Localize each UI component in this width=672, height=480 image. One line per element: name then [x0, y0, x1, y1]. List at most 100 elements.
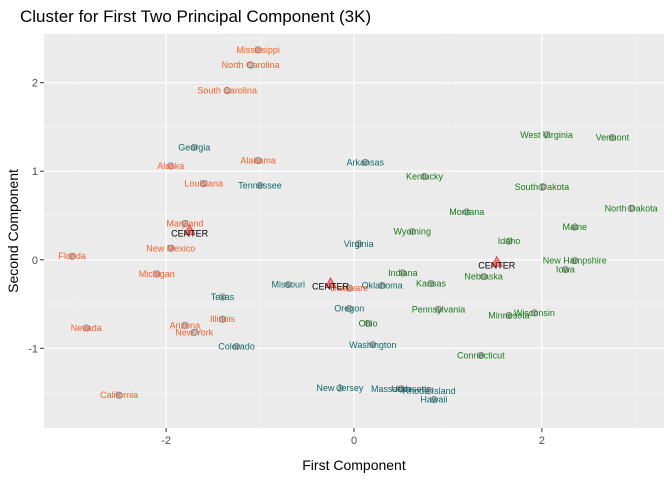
data-point [233, 343, 241, 351]
point-label: Oregon [334, 303, 364, 313]
data-point [256, 181, 264, 189]
y-tick-label: -1 [28, 343, 38, 355]
data-point [378, 281, 386, 289]
point-label: New Jersey [316, 383, 364, 393]
point-label: Iowa [556, 265, 575, 275]
data-point [477, 351, 485, 359]
chart-title: Cluster for First Two Principal Componen… [20, 7, 371, 26]
data-point [364, 320, 372, 328]
center-label: CENTER [171, 229, 209, 239]
data-point [361, 158, 369, 166]
point-label: Montana [449, 207, 484, 217]
point-label: Arizona [170, 320, 201, 330]
data-point [561, 266, 569, 274]
data-point [355, 240, 363, 248]
data-point [336, 384, 344, 392]
data-point [435, 305, 443, 313]
data-point [345, 284, 353, 292]
data-point [430, 396, 438, 404]
cluster-centers: CENTER CENTER CENTER [171, 223, 516, 292]
point-label: Oklahoma [362, 280, 403, 290]
data-point [425, 387, 433, 395]
data-point [608, 134, 616, 142]
y-axis-title: Second Component [5, 169, 21, 293]
x-tick-label: -2 [161, 435, 171, 447]
data-point [463, 208, 471, 216]
data-point [190, 143, 198, 151]
data-point [571, 257, 579, 265]
data-point [369, 341, 377, 349]
point-label: Tennessee [238, 180, 282, 190]
data-point [153, 270, 161, 278]
data-point [181, 219, 189, 227]
data-point [505, 237, 513, 245]
point-label: North Carolina [222, 60, 280, 70]
point-label: Mississippi [236, 45, 280, 55]
data-point [543, 131, 551, 139]
point-label: New Mexico [146, 243, 195, 253]
y-tick-label: 1 [32, 166, 38, 178]
point-label: Texas [211, 292, 235, 302]
x-tick-label: 0 [351, 435, 357, 447]
point-label: New Hampshire [543, 256, 607, 266]
center-label: CENTER [478, 260, 516, 270]
point-label: Missouri [271, 280, 305, 290]
data-point [218, 315, 226, 323]
center-marker [324, 277, 337, 288]
data-point [284, 281, 292, 289]
data-point [538, 183, 546, 191]
point-label: Arkansas [347, 157, 385, 167]
data-point [254, 46, 262, 54]
point-label: Wisconsin [514, 308, 555, 318]
point-label: Alabama [240, 156, 276, 166]
y-tick-label: 0 [32, 255, 38, 267]
point-label: Kansas [416, 279, 447, 289]
point-label: Louisiana [184, 179, 223, 189]
point-label: Hawaii [420, 395, 447, 405]
data-point [223, 87, 231, 95]
data-point [571, 223, 579, 231]
data-point [254, 157, 262, 165]
point-label: Minnesota [488, 311, 530, 321]
point-label: Georgia [178, 142, 210, 152]
data-point [82, 324, 90, 332]
point-label: California [100, 390, 138, 400]
point-labels: Mississippi North Carolina South Carolina A… [58, 45, 657, 405]
grid-lines [44, 34, 664, 428]
point-label: Colorado [218, 342, 255, 352]
data-point [408, 227, 416, 235]
point-label: North Dakota [605, 203, 658, 213]
data-point [181, 321, 189, 329]
x-axis-title: First Component [302, 457, 406, 473]
center-label: CENTER [312, 282, 350, 292]
data-point [247, 61, 255, 69]
point-label: New York [175, 327, 214, 337]
data-point [167, 244, 175, 252]
x-tick-label: 2 [539, 435, 545, 447]
point-label: Maryland [166, 218, 203, 228]
data-point [627, 204, 635, 212]
center-marker [490, 255, 503, 267]
point-label: Michigan [139, 269, 175, 279]
point-label: Indiana [388, 268, 418, 278]
point-label: Illinois [210, 314, 236, 324]
data-point [218, 293, 226, 301]
data-point [68, 252, 76, 260]
data-point [399, 269, 407, 277]
point-label: Nebraska [464, 272, 503, 282]
data-point [190, 328, 198, 336]
point-label: Washington [349, 340, 396, 350]
point-label: Virginia [344, 239, 374, 249]
data-point [505, 312, 513, 320]
data-point [420, 173, 428, 181]
point-label: Rhode Island [403, 386, 456, 396]
center-marker [183, 223, 196, 235]
point-label: South Dakota [515, 182, 570, 192]
y-tick-label: 2 [32, 78, 38, 90]
data-point [397, 385, 405, 393]
point-label: Alaska [157, 161, 184, 171]
data-point [345, 304, 353, 312]
point-label: Utah [391, 384, 410, 394]
data-point [427, 280, 435, 288]
